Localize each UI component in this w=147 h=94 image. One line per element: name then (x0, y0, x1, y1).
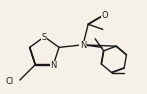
Text: N: N (50, 61, 57, 70)
Text: N: N (80, 41, 86, 50)
Text: O: O (101, 11, 108, 20)
Text: S: S (42, 33, 47, 42)
Text: Cl: Cl (6, 77, 14, 86)
